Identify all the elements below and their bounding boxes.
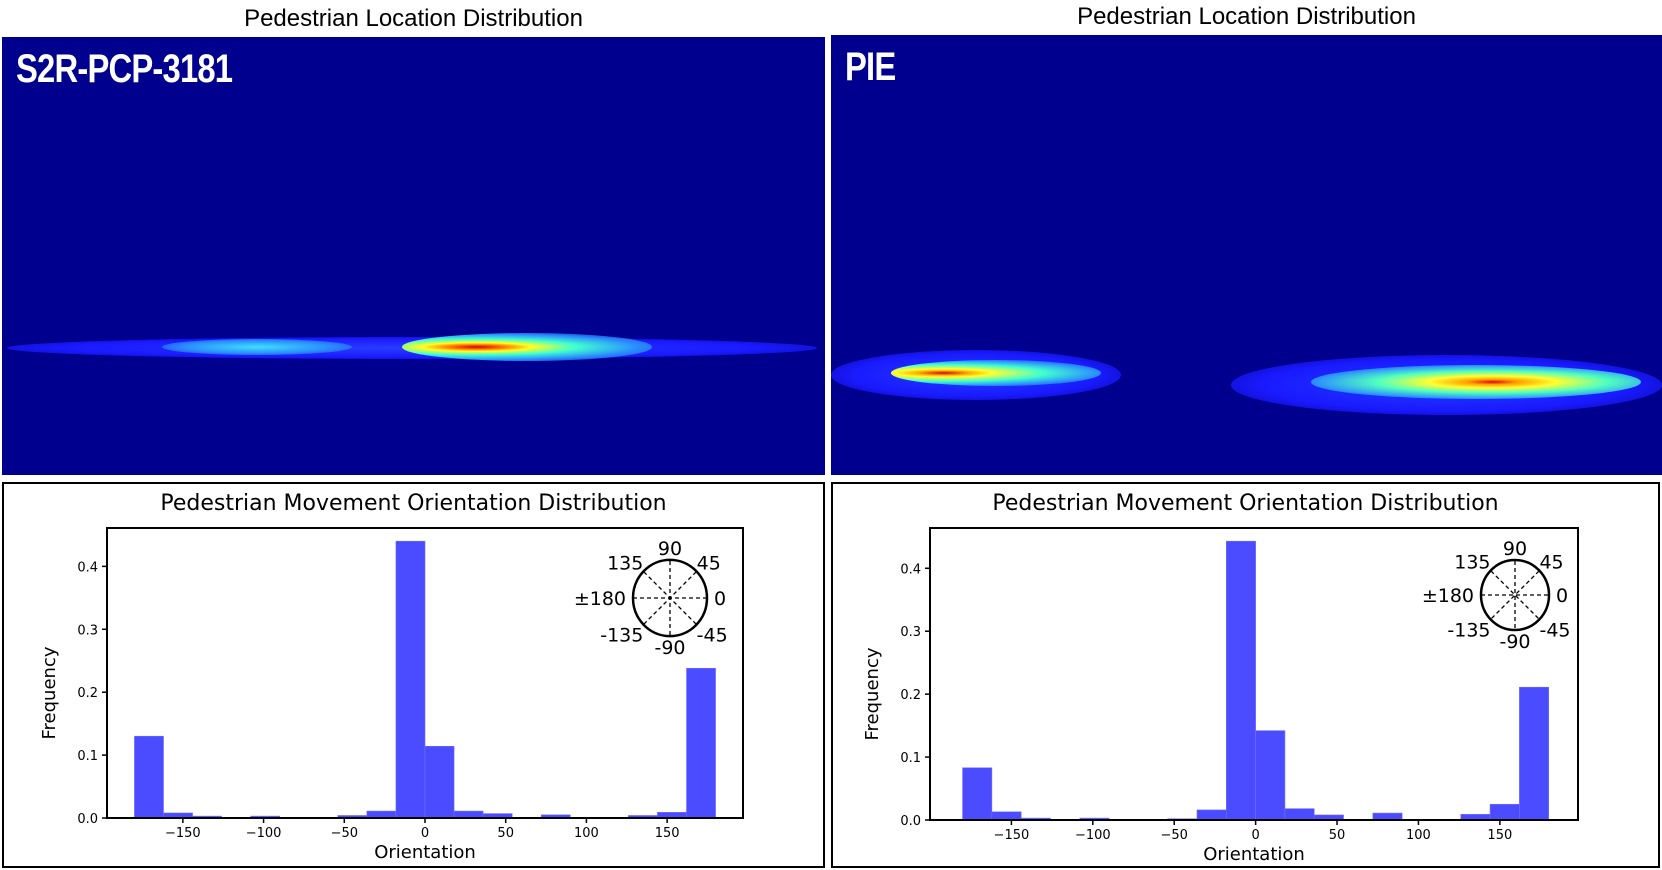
heat-spot	[1311, 365, 1641, 399]
histogram-bar	[134, 735, 164, 819]
compass-label-nw: 135	[607, 552, 643, 574]
histogram-bar	[1519, 686, 1549, 821]
histogram-bar	[1284, 808, 1315, 821]
y-tick-label: 0.3	[900, 625, 921, 640]
x-axis-label: Orientation	[374, 842, 476, 863]
heatmap-title-left: Pedestrian Location Distribution	[244, 5, 583, 32]
x-tick-label: −150	[994, 828, 1030, 843]
location-heatmap-pie: PIE	[831, 35, 1662, 475]
histogram-bar	[991, 811, 1022, 821]
compass-label-se: -45	[1539, 619, 1570, 641]
orientation-compass: 90 -90 0 ±180 45 135 -45 -135	[1422, 538, 1571, 653]
dataset-label: S2R-PCP-3181	[16, 47, 233, 91]
compass-label-n: 90	[1503, 538, 1527, 560]
y-axis-label: Frequency	[39, 646, 60, 739]
x-tick-label: 0	[421, 826, 429, 841]
y-tick-label: 0.2	[900, 688, 921, 703]
dataset-label: PIE	[845, 45, 896, 89]
orientation-compass: 90 -90 0 ±180 45 135 -45 -135	[574, 538, 728, 659]
compass-label-nw: 135	[1454, 552, 1490, 574]
compass-label-s: -90	[654, 637, 685, 659]
histogram-bar	[366, 810, 397, 819]
compass-label-w: ±180	[574, 588, 626, 610]
y-tick-label: 0.3	[77, 623, 98, 638]
y-tick-label: 0.1	[77, 749, 98, 764]
x-tick-label: 100	[574, 826, 599, 841]
chart-title: Pedestrian Movement Orientation Distribu…	[160, 491, 666, 516]
compass-label-s: -90	[1499, 631, 1530, 653]
histogram-svg: Pedestrian Movement Orientation Distribu…	[39, 491, 744, 863]
y-axis-label: Frequency	[862, 647, 883, 740]
heatmap-title-right: Pedestrian Location Distribution	[1077, 3, 1416, 30]
heat-spot	[162, 339, 352, 355]
compass-dashed-line	[643, 571, 697, 625]
x-axis-label: Orientation	[1203, 844, 1305, 865]
histogram-bar	[1489, 803, 1520, 821]
x-tick-label: −100	[246, 826, 282, 841]
compass-label-sw: -135	[1447, 619, 1490, 641]
histogram-svg: Pedestrian Movement Orientation Distribu…	[862, 491, 1579, 865]
compass-label-e: 0	[1556, 585, 1568, 607]
histogram-bar	[1255, 730, 1286, 821]
histogram-bar	[395, 540, 426, 819]
x-tick-label: 150	[1487, 828, 1512, 843]
x-tick-label: 50	[1329, 828, 1346, 843]
compass-label-sw: -135	[600, 625, 643, 647]
compass-dashed-line	[1490, 570, 1540, 620]
location-heatmap-s2r: S2R-PCP-3181	[2, 37, 825, 475]
compass-label-n: 90	[658, 538, 682, 560]
plot-frame	[929, 527, 1579, 821]
histogram-bar	[962, 767, 993, 821]
histogram-bar	[424, 745, 455, 819]
x-tick-label: 100	[1406, 828, 1431, 843]
histogram-bar	[1196, 809, 1227, 821]
y-tick-label: 0.1	[900, 751, 921, 766]
compass-label-w: ±180	[1422, 585, 1474, 607]
x-tick-label: −50	[1161, 828, 1188, 843]
histogram-bar	[1226, 540, 1256, 821]
x-tick-label: −100	[1075, 828, 1111, 843]
heat-spot	[891, 360, 1101, 386]
orientation-histogram-s2r: Pedestrian Movement Orientation Distribu…	[2, 482, 825, 868]
histogram-bar	[1372, 812, 1403, 821]
y-tick-label: 0.4	[900, 562, 921, 577]
x-tick-label: −150	[165, 826, 201, 841]
x-tick-label: −50	[331, 826, 358, 841]
histogram-bar	[686, 667, 716, 819]
orientation-histogram-pie: Pedestrian Movement Orientation Distribu…	[831, 482, 1660, 868]
x-tick-label: 0	[1251, 828, 1259, 843]
y-tick-label: 0.2	[77, 686, 98, 701]
compass-dashed-line	[1490, 570, 1540, 620]
y-tick-label: 0.0	[900, 814, 921, 829]
chart-title: Pedestrian Movement Orientation Distribu…	[992, 491, 1498, 516]
compass-label-e: 0	[714, 588, 726, 610]
x-tick-label: 150	[655, 826, 680, 841]
histogram-bar	[453, 810, 484, 819]
compass-label-ne: 45	[697, 552, 721, 574]
compass-label-ne: 45	[1539, 552, 1563, 574]
y-tick-label: 0.4	[77, 560, 98, 575]
compass-label-se: -45	[697, 625, 728, 647]
x-tick-label: 50	[497, 826, 514, 841]
y-tick-label: 0.0	[77, 812, 98, 827]
heat-spot	[402, 333, 652, 361]
